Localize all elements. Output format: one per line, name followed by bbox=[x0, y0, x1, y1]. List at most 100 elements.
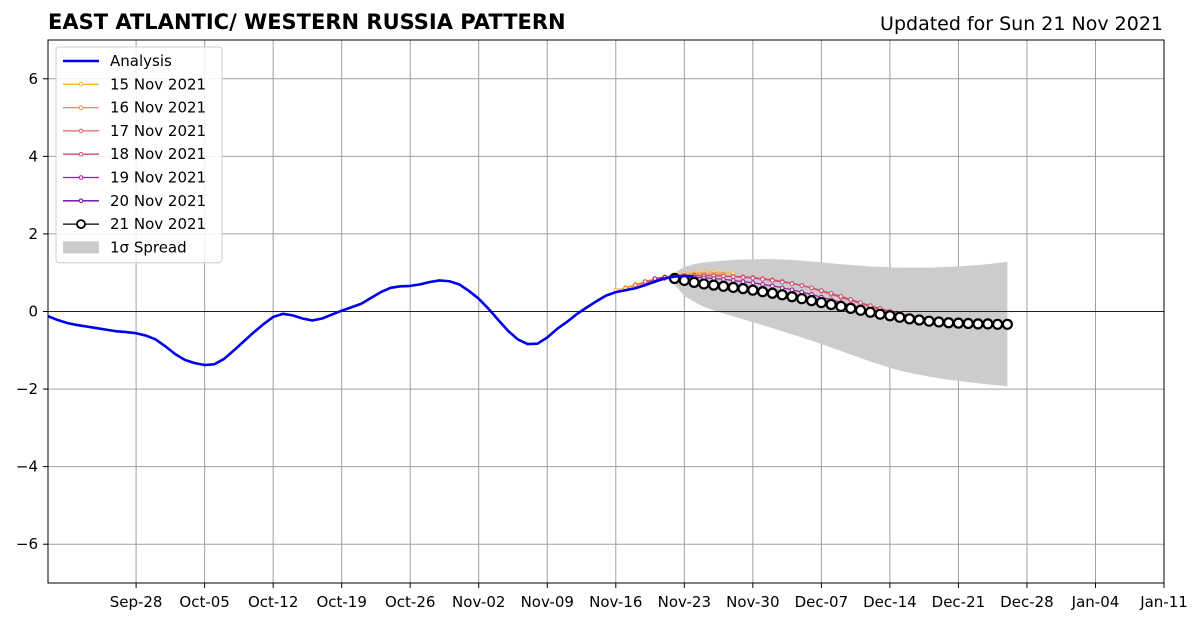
forecast-point bbox=[845, 302, 857, 314]
legend-marker bbox=[78, 151, 84, 157]
x-tick-label: Jan-11 bbox=[1139, 593, 1188, 611]
legend-entry: 20 Nov 2021 bbox=[63, 192, 206, 210]
x-tick-label: Dec-28 bbox=[1000, 593, 1054, 611]
forecast-point bbox=[757, 286, 769, 298]
forecast-point bbox=[809, 285, 814, 291]
forecast-point bbox=[760, 282, 765, 287]
forecast-point bbox=[991, 318, 1004, 330]
forecast-point bbox=[776, 289, 788, 301]
forecast-point bbox=[799, 283, 805, 288]
forecast-point bbox=[835, 300, 847, 313]
x-tick-label: Nov-30 bbox=[726, 593, 779, 611]
forecast-point bbox=[786, 291, 798, 303]
y-tick-label: 2 bbox=[28, 225, 38, 243]
forecast-point bbox=[858, 300, 863, 305]
forecast-point bbox=[770, 278, 775, 283]
forecast-point bbox=[750, 275, 756, 281]
forecast-point bbox=[779, 279, 785, 285]
forecast-point bbox=[815, 296, 827, 309]
forecast-point bbox=[642, 279, 648, 284]
forecast-point bbox=[894, 311, 906, 323]
forecast-point bbox=[708, 279, 720, 291]
forecast-point bbox=[943, 317, 955, 329]
forecast-point bbox=[717, 280, 730, 292]
forecast-point bbox=[740, 279, 746, 284]
forecast-point bbox=[923, 315, 935, 327]
forecast-point bbox=[982, 318, 994, 330]
x-tick-label: Oct-12 bbox=[248, 593, 298, 611]
legend-entry: 21 Nov 2021 bbox=[63, 215, 206, 233]
forecast-point bbox=[838, 294, 844, 299]
forecast-point bbox=[805, 295, 818, 307]
legend-entry: Analysis bbox=[63, 52, 172, 70]
x-tick-label: Dec-21 bbox=[932, 593, 986, 611]
chart-updated-date: Updated for Sun 21 Nov 2021 bbox=[880, 13, 1163, 35]
forecast-point bbox=[698, 278, 710, 290]
y-tick-label: 0 bbox=[28, 303, 38, 321]
x-tick-label: Oct-26 bbox=[385, 593, 435, 611]
analysis-line bbox=[47, 274, 695, 367]
legend-label: 16 Nov 2021 bbox=[110, 99, 206, 117]
forecast-series bbox=[668, 272, 1013, 330]
legend-marker bbox=[78, 175, 84, 180]
legend-box bbox=[55, 46, 223, 264]
forecast-point bbox=[779, 285, 785, 291]
legend-marker bbox=[78, 198, 84, 204]
forecast-point bbox=[828, 290, 834, 296]
x-tick-label: Dec-07 bbox=[795, 593, 849, 611]
legend-entry: 17 Nov 2021 bbox=[63, 122, 206, 140]
forecast-point bbox=[730, 274, 736, 279]
x-tick-label: Oct-05 bbox=[179, 593, 229, 611]
x-tick-label: Nov-09 bbox=[521, 593, 574, 611]
y-tick-label: −6 bbox=[16, 535, 38, 553]
legend-label: 15 Nov 2021 bbox=[110, 75, 206, 93]
x-tick-label: Sep-28 bbox=[110, 593, 163, 611]
legend-marker bbox=[76, 219, 86, 230]
forecast-point bbox=[789, 281, 795, 286]
forecast-point bbox=[796, 293, 808, 305]
legend-entry: 19 Nov 2021 bbox=[63, 169, 206, 187]
x-tick-label: Jan-04 bbox=[1071, 593, 1120, 611]
forecast-point bbox=[933, 316, 945, 328]
forecast-point bbox=[819, 288, 824, 293]
forecast-point bbox=[864, 306, 876, 318]
legend-entry: 15 Nov 2021 bbox=[63, 75, 206, 93]
legend-label: 1σ Spread bbox=[110, 238, 187, 256]
legend-marker bbox=[78, 105, 84, 110]
x-tick-label: Oct-19 bbox=[316, 593, 366, 611]
x-tick-label: Dec-14 bbox=[863, 593, 917, 611]
y-tick-label: −4 bbox=[16, 458, 38, 476]
legend-entry: 18 Nov 2021 bbox=[63, 145, 206, 163]
legend: Analysis 15 Nov 2021 16 Nov 2021 17 Nov 202… bbox=[55, 46, 223, 264]
legend-marker bbox=[78, 82, 84, 87]
x-tick-label: Nov-02 bbox=[452, 593, 505, 611]
legend-label: 21 Nov 2021 bbox=[110, 215, 206, 233]
y-tick-label: 6 bbox=[28, 70, 38, 88]
legend-label: 17 Nov 2021 bbox=[110, 122, 206, 140]
forecast-point bbox=[750, 280, 756, 286]
forecast-point bbox=[972, 318, 984, 330]
legend-label: 20 Nov 2021 bbox=[110, 192, 206, 210]
analysis-layer bbox=[47, 274, 695, 367]
x-tick-label: Nov-23 bbox=[658, 593, 711, 611]
legend-entry: 1σ Spread bbox=[63, 238, 187, 256]
legend-label: 19 Nov 2021 bbox=[110, 169, 206, 187]
forecast-point bbox=[848, 297, 854, 302]
forecast-point bbox=[652, 276, 658, 281]
y-tick-label: −2 bbox=[16, 380, 38, 398]
forecast-point bbox=[1001, 318, 1013, 330]
forecast-point bbox=[721, 277, 726, 282]
forecast-point bbox=[747, 284, 759, 296]
chart-title: EAST ATLANTIC/ WESTERN RUSSIA PATTERN bbox=[48, 10, 566, 34]
forecast-point bbox=[903, 313, 916, 325]
forecast-point bbox=[952, 317, 965, 329]
forecast-point bbox=[789, 287, 795, 293]
axis-ticks: Sep-28 Oct-05 Oct-12 Oct-19 Oct-26 Nov-02 Nov-… bbox=[16, 70, 1188, 611]
forecast-point bbox=[727, 281, 739, 294]
legend-entry: 16 Nov 2021 bbox=[63, 99, 206, 117]
forecast-point bbox=[633, 282, 638, 288]
forecast-point bbox=[962, 317, 974, 330]
forecast-point bbox=[737, 283, 749, 295]
forecast-point bbox=[874, 308, 886, 320]
forecast-point bbox=[770, 283, 775, 289]
